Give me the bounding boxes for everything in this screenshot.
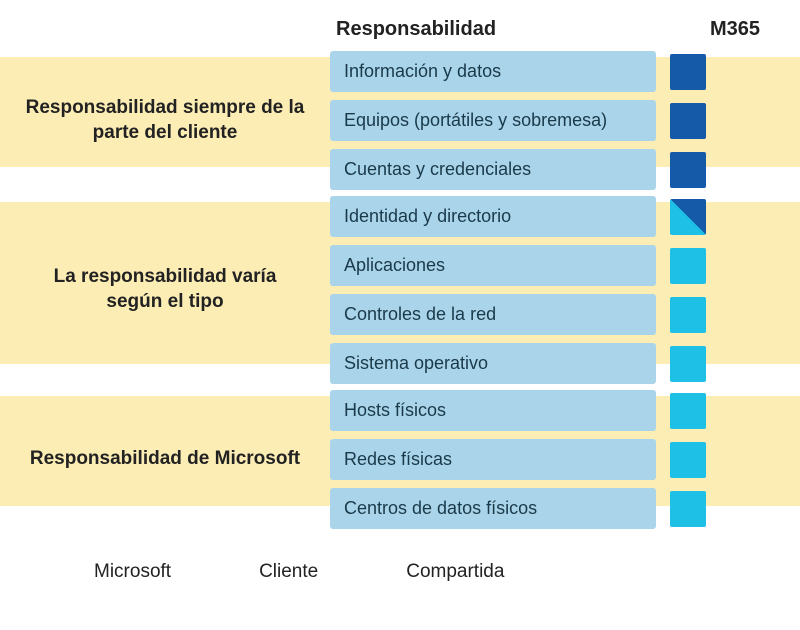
swatch-microsoft-icon xyxy=(48,555,82,589)
responsibility-pill: Identidad y directorio xyxy=(330,196,656,237)
responsibility-row: Hosts físicos xyxy=(330,390,706,431)
responsibility-pill: Centros de datos físicos xyxy=(330,488,656,529)
rows-column: Información y datos Equipos (portátiles y… xyxy=(330,51,710,190)
section-label: Responsabilidad siempre de la parte del … xyxy=(0,51,330,190)
header-responsibility: Responsabilidad xyxy=(330,18,710,41)
section: Responsabilidad de MicrosoftHosts físico… xyxy=(0,390,800,529)
rows-column: Identidad y directorio Aplicaciones Contro… xyxy=(330,196,710,384)
responsibility-pill: Equipos (portátiles y sobremesa) xyxy=(330,100,656,141)
responsibility-row: Aplicaciones xyxy=(330,245,706,286)
swatch-microsoft-icon xyxy=(670,248,706,284)
section-label: Responsabilidad de Microsoft xyxy=(0,390,330,529)
swatch-shared-icon xyxy=(360,555,394,589)
section: Responsabilidad siempre de la parte del … xyxy=(0,51,800,190)
header-row: Responsabilidad M365 xyxy=(0,0,800,51)
legend-item: Cliente xyxy=(213,555,318,589)
m365-column xyxy=(710,196,800,384)
rows-column: Hosts físicos Redes físicas Centros de dat… xyxy=(330,390,710,529)
responsibility-row: Redes físicas xyxy=(330,439,706,480)
responsibility-pill: Aplicaciones xyxy=(330,245,656,286)
responsibility-pill: Hosts físicos xyxy=(330,390,656,431)
swatch-cliente-icon xyxy=(670,54,706,90)
legend-label: Compartida xyxy=(406,561,504,583)
responsibility-row: Controles de la red xyxy=(330,294,706,335)
swatch-microsoft-icon xyxy=(670,491,706,527)
responsibility-row: Centros de datos físicos xyxy=(330,488,706,529)
m365-column xyxy=(710,51,800,190)
responsibility-row: Información y datos xyxy=(330,51,706,92)
swatch-microsoft-icon xyxy=(670,297,706,333)
section-label: La responsabilidad varía según el tipo xyxy=(0,196,330,384)
section: La responsabilidad varía según el tipoId… xyxy=(0,196,800,384)
responsibility-row: Identidad y directorio xyxy=(330,196,706,237)
responsibility-grid: Responsabilidad siempre de la parte del … xyxy=(0,51,800,529)
legend-item: Compartida xyxy=(360,555,504,589)
m365-column xyxy=(710,390,800,529)
swatch-cliente-icon xyxy=(213,555,247,589)
swatch-shared-icon xyxy=(670,199,706,235)
swatch-cliente-icon xyxy=(670,103,706,139)
legend-item: Microsoft xyxy=(48,555,171,589)
header-m365: M365 xyxy=(710,18,800,41)
responsibility-pill: Sistema operativo xyxy=(330,343,656,384)
swatch-microsoft-icon xyxy=(670,442,706,478)
swatch-cliente-icon xyxy=(670,152,706,188)
responsibility-row: Sistema operativo xyxy=(330,343,706,384)
legend: Microsoft Cliente Compartida xyxy=(0,529,800,589)
legend-label: Microsoft xyxy=(94,561,171,583)
responsibility-pill: Cuentas y credenciales xyxy=(330,149,656,190)
swatch-microsoft-icon xyxy=(670,346,706,382)
responsibility-row: Equipos (portátiles y sobremesa) xyxy=(330,100,706,141)
responsibility-pill: Redes físicas xyxy=(330,439,656,480)
swatch-microsoft-icon xyxy=(670,393,706,429)
responsibility-row: Cuentas y credenciales xyxy=(330,149,706,190)
responsibility-pill: Controles de la red xyxy=(330,294,656,335)
legend-label: Cliente xyxy=(259,561,318,583)
responsibility-pill: Información y datos xyxy=(330,51,656,92)
